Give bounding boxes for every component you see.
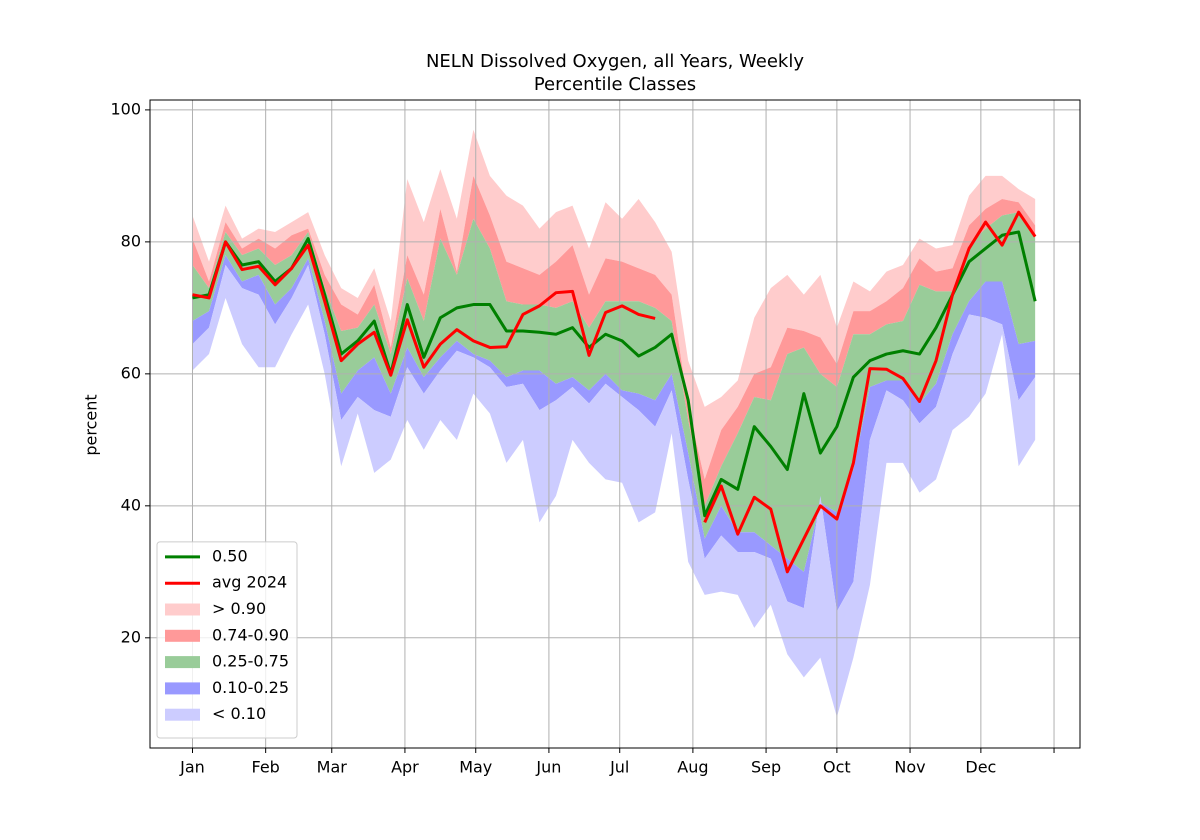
x-tick-label: May (459, 758, 492, 777)
legend-label: < 0.10 (212, 704, 266, 723)
legend-label: 0.50 (212, 546, 248, 565)
plot-frame (149, 99, 1081, 749)
band-area (192, 212, 1036, 572)
y-tick-label: 100 (110, 99, 141, 118)
y-tick-label: 60 (121, 363, 141, 382)
legend-swatch (165, 656, 200, 669)
band-area (192, 255, 1036, 612)
band-area (192, 129, 1036, 480)
legend-swatch (165, 708, 200, 721)
legend-label: > 0.90 (212, 599, 266, 618)
legend-label: avg 2024 (212, 573, 287, 592)
chart-subtitle: Percentile Classes (534, 74, 696, 95)
legend: 0.50 avg 2024 > 0.90 0.74-0.90 0.25-0.75 0.10… (156, 541, 298, 739)
x-tick-label: Apr (391, 758, 419, 777)
x-tick-label: Oct (823, 758, 851, 777)
chart-title: NELN Dissolved Oxygen, all Years, Weekly (426, 51, 804, 72)
series-line (192, 210, 1037, 574)
x-tick-label: Sep (751, 758, 781, 777)
x-tick-label: Aug (677, 758, 708, 777)
legend-label: 0.74-0.90 (212, 625, 289, 644)
band-area (192, 264, 1036, 717)
x-tick-label: Feb (251, 758, 279, 777)
y-axis-label: percent (82, 394, 101, 455)
legend-swatch (165, 629, 200, 642)
x-tick-label: Dec (965, 758, 996, 777)
legend-label: 0.10-0.25 (212, 678, 289, 697)
x-tick-label: Jul (609, 758, 629, 777)
y-tick-label: 40 (121, 495, 141, 514)
legend-swatch (165, 603, 200, 616)
series-line (192, 230, 1037, 518)
x-tick-label: Jun (535, 758, 561, 777)
y-tick-label: 20 (121, 627, 141, 646)
legend-swatch (165, 682, 200, 695)
x-tick-label: Jan (179, 758, 205, 777)
legend-label: 0.25-0.75 (212, 652, 289, 671)
y-tick-label: 80 (121, 231, 141, 250)
x-tick-label: Nov (894, 758, 925, 777)
x-tick-label: Mar (317, 758, 348, 777)
